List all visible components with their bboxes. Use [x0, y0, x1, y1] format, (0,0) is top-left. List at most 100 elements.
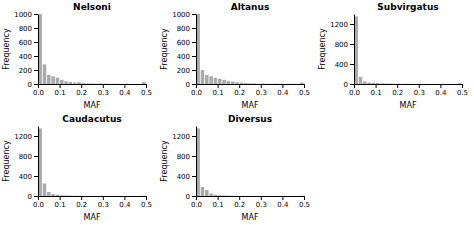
x-axis-tick: 0.2 [234, 84, 245, 97]
bar [278, 195, 282, 196]
bar [205, 75, 209, 84]
bar [227, 81, 231, 84]
x-axis-tick: 0.5 [141, 196, 152, 209]
y-axis-tick-label: 0 [186, 193, 190, 201]
x-axis-tick-label: 0.2 [234, 201, 245, 209]
bar [363, 82, 367, 85]
y-axis-tick: 400 [177, 173, 196, 181]
bar [99, 195, 103, 196]
x-axis-tick-mark [218, 84, 219, 88]
bar [129, 83, 133, 84]
x-axis-tick-mark [60, 84, 61, 88]
bar [103, 195, 107, 196]
bar [205, 190, 209, 196]
y-axis-tick-label: 0 [28, 193, 32, 201]
y-axis-tick-label: 800 [177, 25, 190, 33]
bar [270, 83, 274, 84]
y-axis-tick: 800 [177, 153, 196, 161]
x-axis-tick-label: 0.4 [119, 89, 131, 97]
subplot: 0.00.10.20.30.40.504008001200Subvirgatus… [318, 2, 468, 110]
bar [51, 194, 55, 196]
x-axis-tick-mark [282, 84, 283, 88]
y-axis-tick-mark [34, 196, 38, 197]
x-axis-tick-mark [103, 84, 104, 88]
bar [86, 195, 90, 196]
bars [354, 17, 461, 85]
x-axis-tick-label: 0.1 [213, 201, 224, 209]
x-axis-tick: 0.1 [213, 196, 224, 209]
bar [129, 195, 133, 196]
x-axis-tick-label: 0.0 [349, 89, 360, 97]
x-axis-tick-mark [124, 84, 125, 88]
bars [38, 129, 145, 197]
bar [64, 81, 68, 84]
x-axis-line [197, 84, 305, 85]
bar [142, 82, 146, 84]
x-axis-tick: 0.4 [435, 84, 447, 97]
y-axis-tick: 400 [19, 53, 38, 61]
y-axis-tick: 800 [177, 25, 196, 33]
bar [287, 83, 291, 84]
x-axis-tick-label: 0.0 [191, 201, 202, 209]
x-axis-tick: 0.2 [76, 84, 87, 97]
bar [291, 83, 295, 84]
x-axis-title: MAF [242, 213, 259, 222]
title: Altanus [231, 2, 270, 12]
y-axis-title: Frequency [2, 140, 11, 182]
y-axis-tick: 400 [335, 61, 354, 69]
y-axis-tick-label: 200 [19, 67, 32, 75]
bar [270, 195, 274, 196]
bar [99, 83, 103, 84]
x-axis-tick-label: 0.0 [33, 89, 44, 97]
x-axis-tick-label: 0.5 [457, 89, 468, 97]
y-axis-tick-label: 400 [335, 61, 348, 69]
x-axis-title: MAF [84, 101, 101, 110]
bar [103, 83, 107, 84]
x-axis-tick: 0.0 [191, 84, 202, 97]
y-axis-tick: 800 [19, 153, 38, 161]
x-axis-tick-mark [103, 196, 104, 200]
x-axis-tick-mark [81, 84, 82, 88]
x-axis-tick-mark [196, 84, 197, 88]
x-axis-tick: 0.3 [98, 84, 109, 97]
bar [73, 195, 77, 196]
bar [60, 195, 64, 196]
x-axis-tick-label: 0.2 [234, 89, 245, 97]
y-axis-tick-label: 600 [19, 39, 32, 47]
x-axis-tick-label: 0.0 [191, 89, 202, 97]
bar [445, 83, 449, 84]
bar [47, 75, 51, 84]
y-axis-tick: 1000 [172, 11, 196, 19]
bar [402, 83, 406, 84]
bar [125, 83, 129, 84]
x-axis-tick: 0.5 [299, 196, 310, 209]
y-axis-tick-mark [192, 136, 196, 137]
x-axis-tick: 0.2 [392, 84, 403, 97]
bar [253, 83, 257, 84]
x-axis-title: MAF [400, 101, 417, 110]
bar [274, 83, 278, 84]
bar [235, 195, 239, 196]
bar [436, 83, 440, 84]
bar [227, 195, 231, 196]
bar [424, 83, 428, 84]
bar [449, 83, 453, 84]
x-axis: 0.00.10.20.30.40.5 [191, 196, 310, 209]
y-axis-tick-label: 800 [177, 153, 190, 161]
x-axis-tick: 0.4 [119, 196, 131, 209]
bar [77, 195, 81, 196]
y-axis-tick: 1000 [14, 11, 38, 19]
y-axis-tick: 200 [177, 67, 196, 75]
bar [411, 83, 415, 84]
bar [51, 76, 55, 84]
figure: 0.00.10.20.30.40.502004006008001000Nelso… [0, 0, 474, 225]
subplot: 0.00.10.20.30.40.502004006008001000Nelso… [2, 2, 152, 110]
bar [209, 76, 213, 84]
y-axis-tick-mark [34, 156, 38, 157]
bar [296, 83, 300, 84]
y-axis-tick-mark [34, 84, 38, 85]
y-axis-tick-mark [350, 24, 354, 25]
y-axis-tick: 600 [19, 39, 38, 47]
bar [300, 195, 304, 196]
x-axis-tick: 0.4 [277, 196, 289, 209]
